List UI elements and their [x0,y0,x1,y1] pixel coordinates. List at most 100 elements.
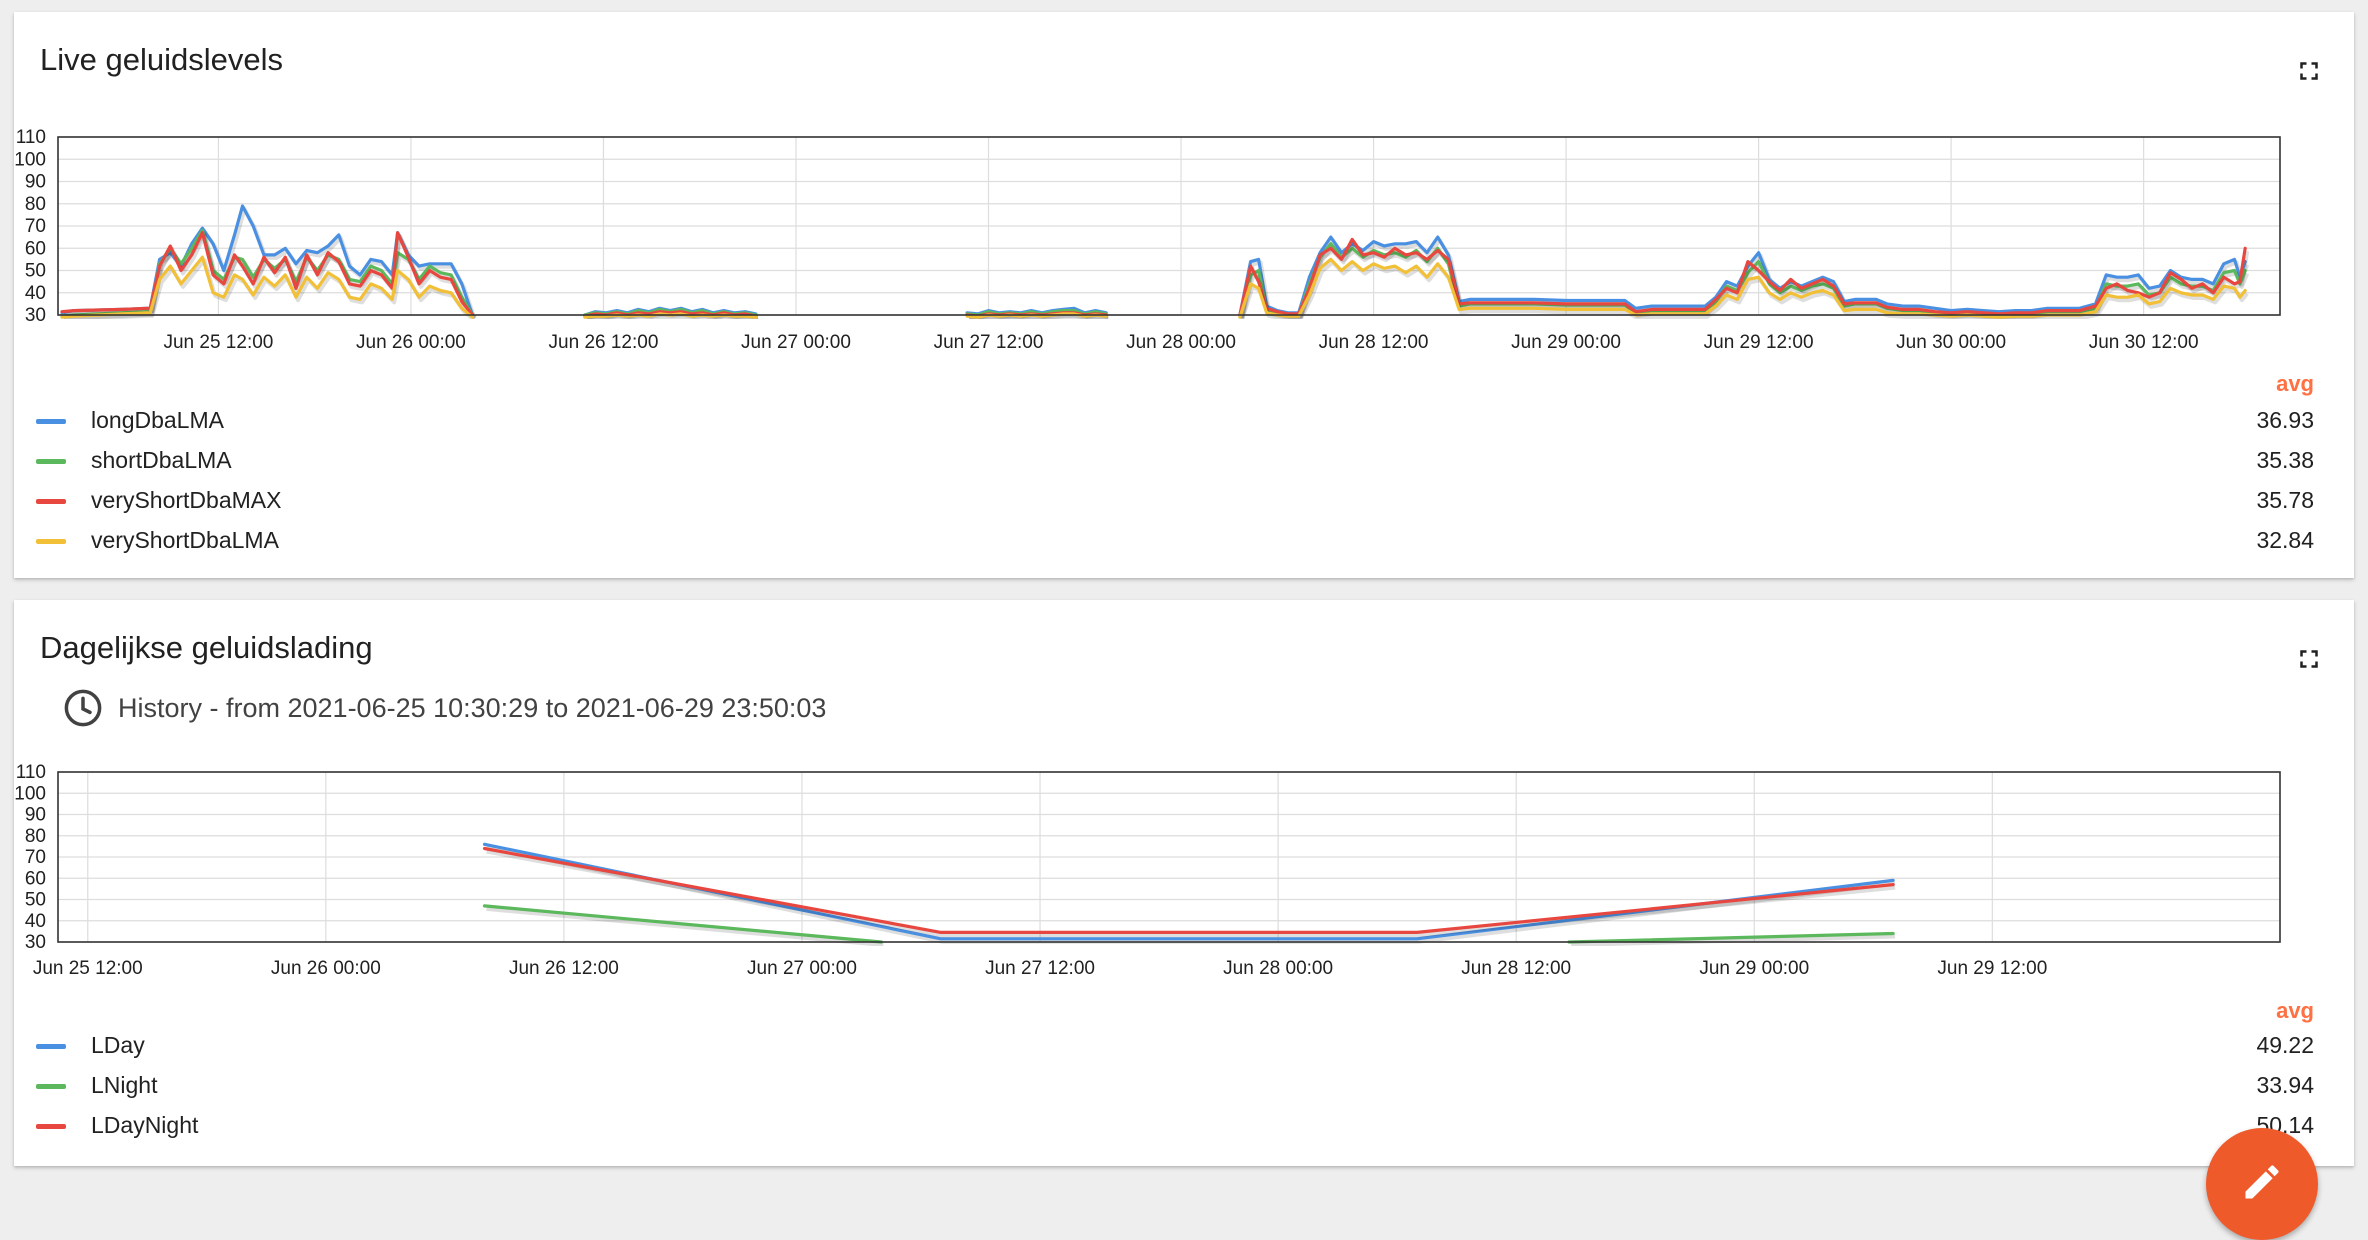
x-tick-label: Jun 25 12:00 [163,332,273,353]
y-tick-label: 40 [25,283,46,304]
live-noise-widget: Live geluidslevels 30 40 50 60 70 80 90 100 110 J… [14,12,2354,578]
series-line-shadow [63,231,477,319]
legend-swatch [36,1084,66,1089]
x-tick-label: Jun 29 12:00 [1704,332,1814,353]
legend-swatch [36,1044,66,1049]
legend-label: LDay [91,1032,145,1058]
series-line-lnight [482,904,883,944]
legend-item-lnight[interactable]: LNight 33.94 [14,1066,2354,1106]
legend-avg-value: 33.94 [2256,1072,2314,1098]
x-tick-label: Jun 27 00:00 [741,332,851,353]
y-tick-label: 70 [25,847,46,868]
y-tick-label: 100 [14,783,46,804]
series-line-veryshortdbamax [60,231,475,317]
legend-swatch [36,499,66,504]
y-tick-label: 30 [25,932,46,953]
y-tick-label: 80 [25,826,46,847]
series-line-veryshortdbalma [1238,257,2247,319]
legend-avg-value: 49.22 [2256,1032,2314,1058]
pencil-icon [2245,1165,2279,1199]
x-tick-label: Jun 26 12:00 [549,332,659,353]
legend-avg-value: 32.84 [2256,527,2314,553]
x-tick-label: Jun 29 12:00 [1937,958,2047,979]
chart-grid [58,771,2280,943]
fullscreen-icon[interactable] [2294,644,2324,674]
x-tick-label: Jun 27 12:00 [985,958,1095,979]
x-tick-label: Jun 28 12:00 [1319,332,1429,353]
legend-label: LDayNight [91,1112,199,1138]
legend-item-longdbalma[interactable]: longDbaLMA 36.93 [14,401,2354,441]
legend-swatch [36,459,66,464]
x-tick-label: Jun 30 00:00 [1896,332,2006,353]
clock-icon [64,689,102,727]
x-tick-label: Jun 28 12:00 [1461,958,1571,979]
x-tick-label: Jun 30 12:00 [2089,332,2199,353]
y-tick-label: 110 [16,762,46,783]
legend-label: longDbaLMA [91,407,224,433]
legend-item-veryshortdbalma[interactable]: veryShortDbaLMA 32.84 [14,521,2354,561]
x-tick-label: Jun 29 00:00 [1699,958,1809,979]
y-tick-label: 50 [25,261,46,282]
legend-swatch [36,1124,66,1129]
legend-item-veryshortdbamax[interactable]: veryShortDbaMAX 35.78 [14,481,2354,521]
widget-title: Dagelijkse geluidslading [40,630,373,665]
x-tick-label: Jun 29 00:00 [1511,332,1621,353]
y-tick-label: 50 [25,890,46,911]
x-tick-label: Jun 28 00:00 [1126,332,1236,353]
y-tick-label: 110 [16,127,46,148]
history-range-text: History - from 2021-06-25 10:30:29 to 20… [118,692,827,723]
series-line-shadow [486,849,1896,938]
series-line-shadow [969,314,1109,319]
plot-border [57,136,2281,316]
y-tick-label: 30 [25,305,46,326]
y-tick-label: 90 [25,805,46,826]
avg-header: avg [2276,998,2314,1023]
series-line-veryshortdbamax [583,310,758,318]
legend-item-shortdbalma[interactable]: shortDbaLMA 35.38 [14,441,2354,481]
avg-header: avg [2276,371,2314,396]
legend-item-lday[interactable]: LDay 49.22 [14,1026,2354,1066]
y-tick-label: 100 [14,149,46,170]
legend-item-ldaynight[interactable]: LDayNight 50.14 [14,1106,2354,1146]
series-line-lnight [1567,931,1895,944]
series-line-shadow [486,906,884,946]
y-tick-label: 40 [25,911,46,932]
y-tick-label: 90 [25,172,46,193]
history-timewindow[interactable]: History - from 2021-06-25 10:30:29 to 20… [62,686,826,730]
series-line-longdbalma [1238,235,2247,317]
series-line-veryshortdbalma [60,255,475,319]
series-line-veryshortdbamax [1238,237,2247,317]
x-tick-label: Jun 25 12:00 [33,958,143,979]
fullscreen-icon[interactable] [2294,56,2324,86]
legend-label: LNight [91,1072,158,1098]
legend-label: veryShortDbaMAX [91,487,282,513]
y-tick-label: 80 [25,194,46,215]
legend-label: veryShortDbaLMA [91,527,279,553]
plot-area [482,842,1896,946]
x-tick-label: Jun 26 12:00 [509,958,619,979]
legend-label: shortDbaLMA [91,447,232,473]
legend-avg-value: 35.78 [2256,487,2314,513]
y-tick-label: 70 [25,216,46,237]
legend-avg-value: 36.93 [2256,407,2314,433]
legend-avg-value: 35.38 [2256,447,2314,473]
series-line-longdbalma [60,204,475,317]
legend-swatch [36,539,66,544]
series-line-shadow [586,314,759,319]
x-tick-label: Jun 27 00:00 [747,958,857,979]
plot-border [57,771,2281,943]
x-tick-label: Jun 27 12:00 [934,332,1044,353]
widget-title: Live geluidslevels [40,42,283,77]
plot-area [60,204,2250,319]
series-line-ldaynight [482,846,1895,934]
daily-noise-load-widget: Dagelijkse geluidslading History - from … [14,600,2354,1166]
edit-fab-button[interactable] [2206,1128,2318,1240]
y-tick-label: 60 [25,238,46,259]
y-tick-label: 60 [25,868,46,889]
x-tick-label: Jun 26 00:00 [271,958,381,979]
x-tick-label: Jun 26 00:00 [356,332,466,353]
x-tick-label: Jun 28 00:00 [1223,958,1333,979]
series-line-shadow [1571,934,1896,946]
